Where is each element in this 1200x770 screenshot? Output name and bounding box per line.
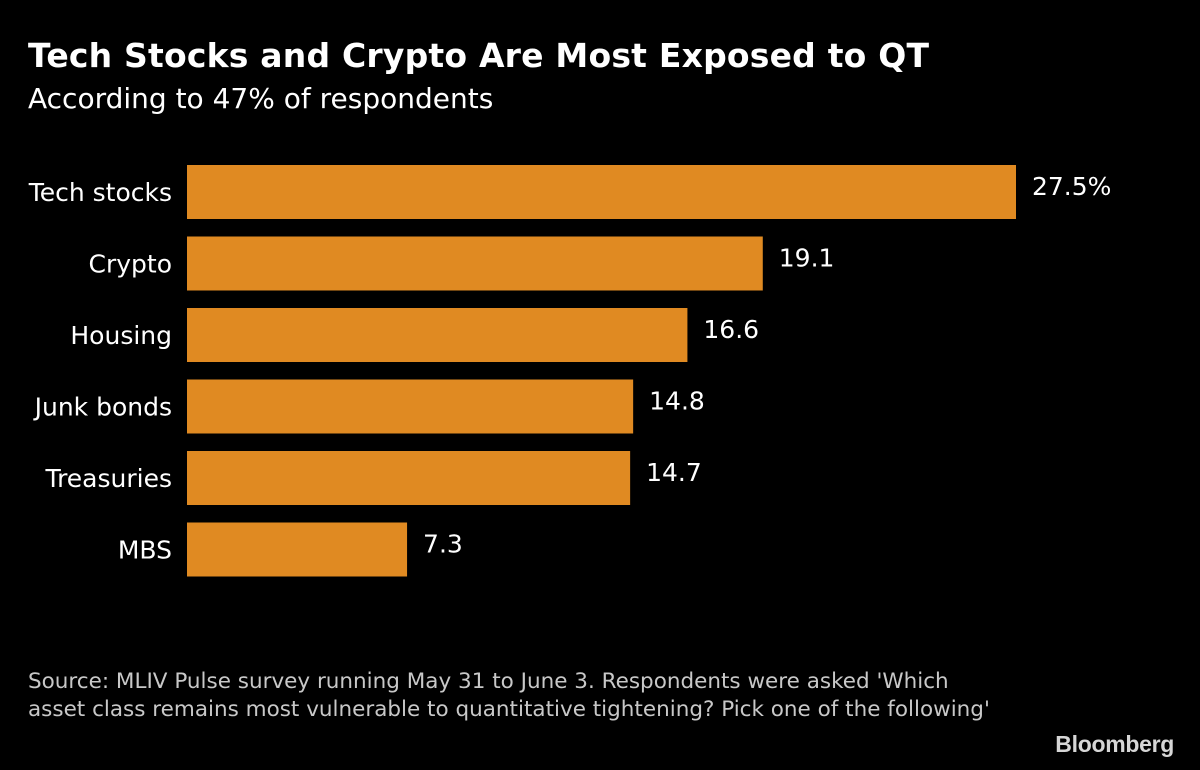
bar-crypto	[187, 236, 763, 291]
chart-subtitle: According to 47% of respondents	[28, 82, 494, 115]
bloomberg-logo: Bloomberg	[1055, 731, 1174, 757]
value-label-junk-bonds: 14.8	[649, 387, 705, 416]
value-label-crypto: 19.1	[779, 244, 835, 273]
category-label-junk-bonds: Junk bonds	[33, 393, 172, 422]
category-label-housing: Housing	[70, 321, 172, 350]
bar-treasuries	[187, 451, 631, 505]
bar-junk-bonds	[187, 379, 634, 434]
chart-title: Tech Stocks and Crypto Are Most Exposed …	[28, 36, 930, 75]
value-label-housing: 16.6	[703, 315, 759, 344]
value-label-mbs: 7.3	[423, 530, 463, 559]
source-note: Source: MLIV Pulse survey running May 31…	[28, 669, 990, 722]
category-label-crypto: Crypto	[89, 250, 173, 279]
category-label-tech-stocks: Tech stocks	[28, 178, 172, 207]
bar-chart: Tech stocks 27.5% Crypto 19.1 Housing 16.6 Jun…	[28, 165, 1111, 577]
value-label-tech-stocks: 27.5%	[1032, 172, 1111, 201]
bar-housing	[187, 308, 688, 362]
bar-tech-stocks	[187, 165, 1016, 219]
category-label-mbs: MBS	[118, 536, 172, 565]
value-label-treasuries: 14.7	[646, 458, 702, 487]
bar-mbs	[187, 522, 408, 577]
category-label-treasuries: Treasuries	[44, 464, 172, 493]
